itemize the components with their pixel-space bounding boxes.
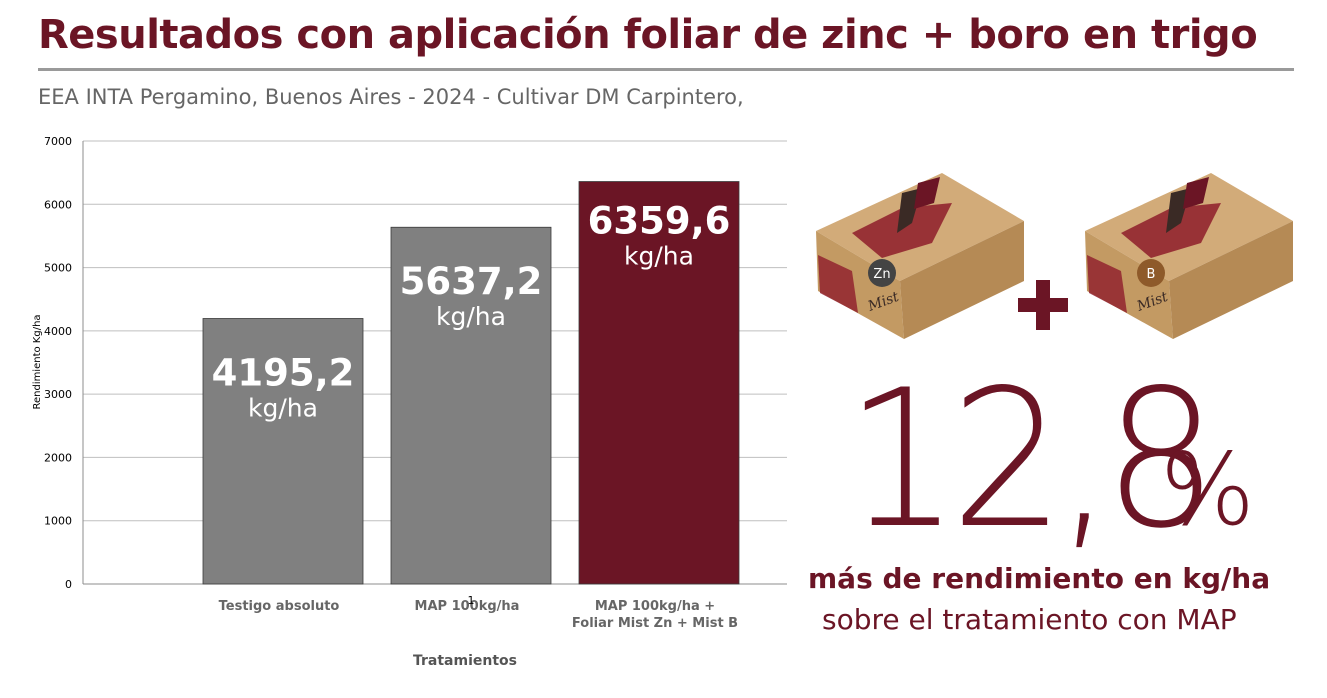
highlight-claim: más de rendimiento en kg/ha <box>808 562 1271 595</box>
bar-value-label: 5637,2 <box>400 260 543 303</box>
title-divider <box>38 68 1294 71</box>
y-tick-label: 7000 <box>44 135 72 148</box>
y-tick-label: 1000 <box>44 515 72 528</box>
x-category-label: MAP 100kg/ha + <box>595 599 715 614</box>
x-axis-title: Tratamientos <box>413 653 517 669</box>
mist-zn-box-image: Zn Mist <box>812 163 1028 345</box>
bar-unit-label: kg/ha <box>248 394 318 423</box>
bar <box>390 226 552 585</box>
highlight-subclaim: sobre el tratamiento con MAP <box>822 603 1237 636</box>
b-badge-label: B <box>1147 267 1156 282</box>
highlight-number: 12,8 <box>845 349 1218 570</box>
x-category-label: MAP 100kg/ha <box>415 599 520 614</box>
plus-icon-vertical <box>1036 280 1050 330</box>
highlight-percent-sign: % <box>1160 431 1256 548</box>
y-tick-label: 6000 <box>44 198 72 211</box>
bar-unit-label: kg/ha <box>624 242 694 271</box>
zn-badge-label: Zn <box>873 267 890 282</box>
y-tick-label: 2000 <box>44 451 72 464</box>
mist-b-box-image: B Mist <box>1081 163 1297 345</box>
bar-chart: 0 1000 2000 3000 4000 5000 6000 7000 Rendimiento… <box>32 135 787 669</box>
bar <box>202 318 364 585</box>
x-axis-stray-label: 1 <box>468 594 475 607</box>
y-tick-label: 5000 <box>44 262 72 275</box>
bar-unit-label: kg/ha <box>436 302 506 331</box>
page-subtitle: EEA INTA Pergamino, Buenos Aires - 2024 … <box>38 85 744 109</box>
bar-value-label: 4195,2 <box>212 352 355 395</box>
page-title: Resultados con aplicación foliar de zinc… <box>38 12 1258 58</box>
x-category-label: Foliar Mist Zn + Mist B <box>572 616 738 631</box>
y-tick-label: 3000 <box>44 388 72 401</box>
bar-value-label: 6359,6 <box>588 200 731 243</box>
bar <box>578 181 740 585</box>
y-tick-label: 0 <box>65 578 72 591</box>
y-axis-title: Rendimiento Kg/ha <box>32 314 43 409</box>
y-tick-label: 4000 <box>44 325 72 338</box>
x-category-label: Testigo absoluto <box>219 599 340 614</box>
